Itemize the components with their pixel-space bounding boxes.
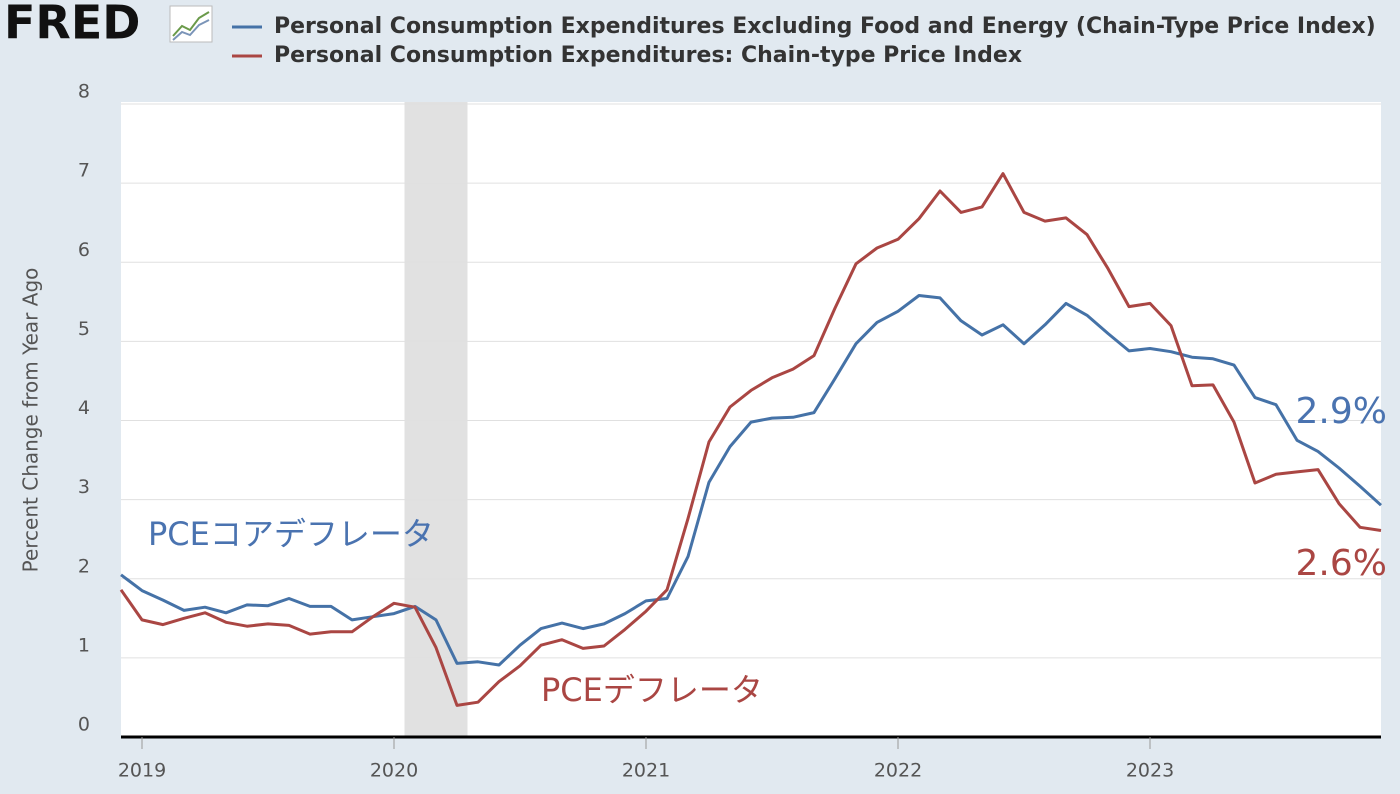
series-line bbox=[120, 294, 1383, 667]
y-tick-label: 3 bbox=[78, 476, 90, 498]
plot-area bbox=[121, 102, 1381, 737]
annotation: 2.9% bbox=[1296, 391, 1387, 432]
recession-shading bbox=[404, 102, 468, 737]
annotation: PCEコアデフレータ bbox=[148, 515, 434, 553]
annotation: PCEデフレータ bbox=[541, 671, 763, 709]
annotation: 2.6% bbox=[1296, 543, 1387, 584]
y-tick-label: 2 bbox=[78, 555, 90, 577]
x-tick-label: 2021 bbox=[622, 760, 670, 782]
legend-label: Personal Consumption Expenditures: Chain… bbox=[274, 43, 1022, 68]
y-tick-label: 4 bbox=[78, 397, 90, 419]
legend-label: Personal Consumption Expenditures Exclud… bbox=[274, 14, 1376, 39]
logo: FRED bbox=[4, 0, 140, 50]
y-axis-label: Percent Change from Year Ago bbox=[19, 268, 43, 573]
y-tick-label: 7 bbox=[78, 160, 90, 182]
x-tick-label: 2020 bbox=[370, 760, 418, 782]
x-tick-label: 2019 bbox=[118, 760, 166, 782]
logo-icon bbox=[169, 5, 213, 43]
y-tick-label: 0 bbox=[78, 714, 90, 736]
y-tick-label: 6 bbox=[78, 239, 90, 261]
y-tick-label: 5 bbox=[78, 318, 90, 340]
series-line bbox=[119, 172, 1382, 707]
x-tick-label: 2023 bbox=[1126, 760, 1174, 782]
y-tick-label: 1 bbox=[78, 634, 90, 656]
x-tick-label: 2022 bbox=[874, 760, 922, 782]
y-tick-label: 8 bbox=[78, 81, 90, 103]
